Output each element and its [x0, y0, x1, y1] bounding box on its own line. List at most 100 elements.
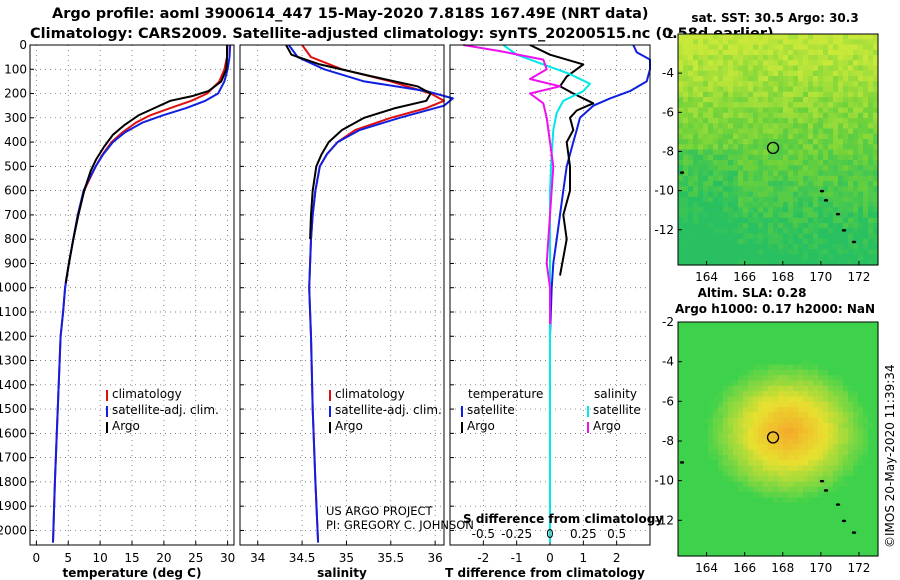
map-cell — [688, 407, 694, 414]
map-cell — [793, 123, 799, 130]
map-cell — [853, 364, 859, 371]
map-cell — [733, 529, 739, 536]
map-cell — [763, 465, 769, 472]
map-cell — [753, 107, 759, 114]
map-cell — [848, 423, 854, 429]
map-cell — [803, 348, 809, 355]
map-cell — [808, 385, 814, 392]
map-cell — [818, 175, 824, 182]
map-cell — [813, 55, 819, 61]
map-cell — [678, 518, 684, 525]
map-cell — [723, 444, 729, 451]
map-cell — [678, 196, 684, 203]
map-cell — [678, 139, 684, 145]
map-cell — [843, 228, 849, 235]
map-cell — [688, 497, 694, 504]
map-cell — [798, 460, 804, 467]
map-cell — [748, 332, 754, 339]
map-cell — [858, 165, 864, 172]
map-cell — [838, 207, 844, 214]
map-cell — [738, 228, 744, 235]
map-cell — [793, 391, 799, 398]
map-cell — [728, 423, 734, 429]
map-cell — [763, 481, 769, 488]
map-cell — [873, 364, 879, 371]
map-cell — [868, 508, 874, 515]
map-cell — [723, 154, 729, 161]
map-cell — [783, 249, 789, 256]
map-cell — [873, 181, 879, 187]
map-cell — [773, 322, 779, 328]
map-cell — [823, 181, 829, 187]
map-cell — [808, 55, 814, 61]
map-cell — [808, 391, 814, 398]
map-cell — [768, 91, 774, 98]
map-cell — [803, 454, 809, 461]
map-cell — [848, 385, 854, 392]
map-cell — [833, 391, 839, 398]
map-cell — [718, 545, 724, 552]
map-cell — [738, 375, 744, 382]
map-cell — [748, 524, 754, 531]
map-cell — [828, 385, 834, 392]
map-cell — [693, 353, 699, 360]
map-cell — [753, 128, 759, 135]
map-cell — [863, 486, 869, 493]
map-cell — [753, 513, 759, 520]
map-cell — [763, 191, 769, 198]
map-cell — [733, 332, 739, 339]
map-cell — [833, 476, 839, 483]
map-cell — [863, 44, 869, 51]
map-cell — [813, 207, 819, 214]
map-cell — [868, 238, 874, 245]
map-cell — [818, 375, 824, 382]
map-cell — [768, 49, 774, 56]
map-cell — [763, 65, 769, 72]
map-cell — [718, 238, 724, 245]
map-cell — [718, 476, 724, 483]
map-cell — [693, 107, 699, 114]
map-cell — [718, 118, 724, 124]
map-cell — [773, 144, 779, 151]
map-cell — [828, 144, 834, 151]
map-cell — [858, 433, 864, 440]
map-cell — [703, 233, 709, 240]
map-cell — [703, 417, 709, 424]
map-cell — [758, 337, 764, 344]
map-cell — [678, 60, 684, 67]
map-cell — [813, 492, 819, 499]
map-cell — [803, 207, 809, 214]
map-cell — [728, 118, 734, 124]
map-cell — [868, 191, 874, 198]
map-cell — [693, 375, 699, 382]
map-cell — [838, 181, 844, 187]
map-cell — [773, 49, 779, 56]
map-cell — [813, 513, 819, 520]
map-cell — [688, 337, 694, 344]
map-cell — [788, 44, 794, 51]
map-cell — [868, 144, 874, 151]
map-cell — [713, 545, 719, 552]
map-cell — [678, 44, 684, 51]
map-cell — [818, 502, 824, 509]
map-cell — [843, 91, 849, 98]
map-cell — [778, 460, 784, 467]
series-line-climatology — [52, 44, 229, 543]
map-cell — [718, 364, 724, 371]
map-cell — [823, 249, 829, 256]
legend-item-label: satellite — [467, 403, 515, 417]
map-cell — [803, 186, 809, 193]
map-cell — [748, 123, 754, 130]
map-cell — [703, 502, 709, 509]
map-cell — [813, 149, 819, 156]
map-cell — [678, 112, 684, 119]
map-cell — [703, 44, 709, 51]
map-cell — [828, 128, 834, 135]
map-cell — [758, 244, 764, 250]
map-cell — [793, 518, 799, 525]
map-cell — [678, 465, 684, 472]
map-cell — [718, 123, 724, 130]
map-cell — [788, 107, 794, 114]
map-cell — [828, 545, 834, 552]
map-cell — [738, 39, 744, 46]
